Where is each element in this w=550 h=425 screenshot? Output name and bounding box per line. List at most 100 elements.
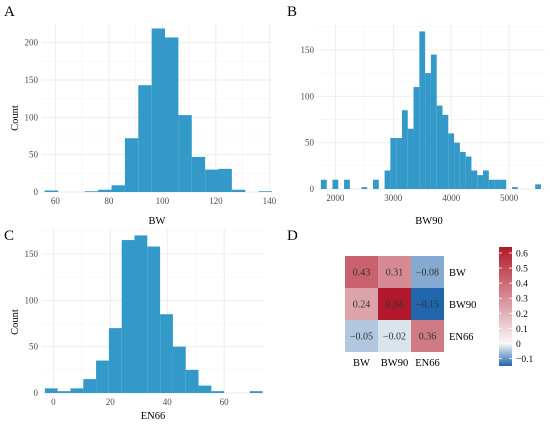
panel-letter-a: A bbox=[4, 4, 15, 20]
heatmap-cell-value: −0.05 bbox=[350, 332, 373, 343]
x-tick-label: 120 bbox=[209, 196, 223, 206]
histogram-bar bbox=[442, 114, 449, 189]
histogram-bar bbox=[401, 110, 408, 189]
histogram-en66-bars bbox=[44, 235, 263, 393]
heatmap-cell-value: −0.15 bbox=[416, 300, 439, 311]
histogram-bar bbox=[205, 169, 219, 192]
histogram-bar bbox=[138, 85, 152, 192]
histogram-bw90-x-title: BW90 bbox=[415, 216, 442, 227]
color-scale-ticks: 0.6 0.5 0.4 0.3 0.2 0.1 0 −0.1 bbox=[499, 250, 533, 365]
histogram-bar bbox=[211, 391, 225, 393]
color-scale-tick-label: 0.2 bbox=[516, 310, 528, 320]
y-tick-label: 50 bbox=[29, 150, 39, 160]
histogram-bw90-x-ticks: 2000 3000 4000 5000 bbox=[326, 193, 518, 203]
y-tick-label: 50 bbox=[305, 138, 315, 148]
histogram-bar bbox=[332, 179, 339, 189]
histogram-bar bbox=[384, 170, 391, 189]
histogram-bar bbox=[344, 179, 350, 189]
heatmap-cells bbox=[345, 256, 444, 352]
x-tick-label: 80 bbox=[104, 196, 114, 206]
correlation-heatmap: 0.43 0.31 −0.08 0.24 0.64 −0.15 −0.05 −0.02 0.36… bbox=[345, 247, 533, 369]
color-scale-tick-label: 0.5 bbox=[516, 265, 528, 275]
heatmap-cell-labels: 0.43 0.31 −0.08 0.24 0.64 −0.15 −0.05 −0.02 0.36 bbox=[350, 268, 439, 343]
histogram-bw-bars bbox=[44, 28, 272, 193]
y-tick-label: 50 bbox=[29, 342, 39, 352]
histogram-bar bbox=[108, 328, 122, 393]
histogram-bw90-y-ticks: 0 50 100 150 bbox=[301, 45, 315, 194]
histogram-bar bbox=[425, 73, 431, 189]
histogram-bar bbox=[198, 385, 212, 393]
heatmap-cell-value: 0.31 bbox=[386, 268, 404, 279]
y-tick-label: 100 bbox=[25, 112, 39, 122]
x-tick-label: 40 bbox=[163, 397, 173, 407]
histogram-bar bbox=[483, 170, 489, 189]
heatmap-col-labels: BW BW90 EN66 bbox=[353, 358, 440, 369]
heatmap-cell bbox=[378, 320, 411, 352]
histogram-en66: 0 20 40 60 0 50 100 150 EN66 Count bbox=[10, 228, 264, 422]
histogram-bar bbox=[121, 240, 135, 393]
histogram-bw: 60 80 100 120 140 0 50 100 150 200 BW Count bbox=[10, 24, 277, 227]
histogram-bar bbox=[160, 314, 173, 393]
x-tick-label: 5000 bbox=[500, 193, 519, 203]
histogram-bar bbox=[471, 170, 478, 189]
heatmap-cell-value: 0.43 bbox=[353, 268, 371, 279]
heatmap-cell bbox=[345, 256, 378, 288]
heatmap-cell-value: −0.08 bbox=[416, 268, 439, 279]
histogram-bar bbox=[500, 179, 507, 189]
histogram-bar bbox=[465, 156, 472, 189]
x-tick-label: 20 bbox=[106, 397, 116, 407]
heatmap-cell bbox=[378, 288, 411, 320]
heatmap-cell bbox=[411, 256, 444, 288]
histogram-bw90-bars bbox=[320, 31, 541, 190]
x-tick-label: 3000 bbox=[384, 193, 403, 203]
color-scale-tick-label: 0.1 bbox=[516, 325, 528, 335]
histogram-bar bbox=[396, 138, 402, 189]
heatmap-cell-value: 0.24 bbox=[353, 300, 371, 311]
histogram-bar bbox=[448, 133, 455, 189]
panel-letter-b: B bbox=[287, 4, 297, 20]
y-tick-label: 0 bbox=[34, 187, 39, 197]
histogram-bar bbox=[147, 246, 161, 393]
x-tick-label: 0 bbox=[51, 397, 56, 407]
histogram-bar bbox=[151, 28, 166, 193]
histogram-en66-x-title: EN66 bbox=[141, 411, 166, 422]
histogram-bar bbox=[258, 191, 272, 192]
color-scale-bar bbox=[499, 247, 512, 366]
x-tick-label: 60 bbox=[51, 196, 61, 206]
histogram-bar bbox=[70, 388, 84, 393]
y-tick-label: 150 bbox=[25, 75, 39, 85]
x-tick-label: 140 bbox=[263, 196, 277, 206]
histogram-bar bbox=[218, 168, 232, 192]
heatmap-row-label: EN66 bbox=[449, 332, 474, 343]
histogram-bar bbox=[407, 128, 414, 189]
y-tick-label: 150 bbox=[301, 45, 315, 55]
panel-letter-c: C bbox=[4, 228, 14, 244]
histogram-bar bbox=[373, 179, 379, 189]
histogram-bar bbox=[477, 175, 484, 189]
color-scale-tick-label: 0.3 bbox=[516, 295, 528, 305]
histogram-bar bbox=[134, 235, 148, 393]
y-tick-label: 0 bbox=[310, 184, 315, 194]
histogram-bar bbox=[185, 369, 199, 393]
histogram-bar bbox=[111, 185, 125, 192]
x-tick-label: 60 bbox=[220, 397, 230, 407]
histogram-bar bbox=[124, 138, 139, 192]
histogram-bar bbox=[172, 346, 186, 393]
heatmap-col-label: EN66 bbox=[415, 358, 440, 369]
heatmap-cell bbox=[411, 288, 444, 320]
histogram-bw-x-ticks: 60 80 100 120 140 bbox=[51, 196, 277, 206]
histogram-en66-y-title: Count bbox=[10, 309, 21, 335]
histogram-bw90: 2000 3000 4000 5000 0 50 100 150 BW90 bbox=[301, 24, 545, 227]
histogram-bar bbox=[361, 187, 368, 189]
histogram-bar bbox=[419, 31, 426, 190]
color-scale-tick-label: 0.6 bbox=[516, 250, 528, 260]
histogram-bar bbox=[231, 189, 246, 192]
histogram-bar bbox=[320, 179, 327, 189]
histogram-bw-y-title: Count bbox=[10, 105, 21, 131]
color-scale-tick-label: −0.1 bbox=[516, 355, 533, 365]
histogram-bar bbox=[511, 187, 518, 189]
x-tick-label: 4000 bbox=[442, 193, 461, 203]
histogram-bar bbox=[84, 191, 99, 192]
histogram-bar bbox=[535, 184, 541, 189]
